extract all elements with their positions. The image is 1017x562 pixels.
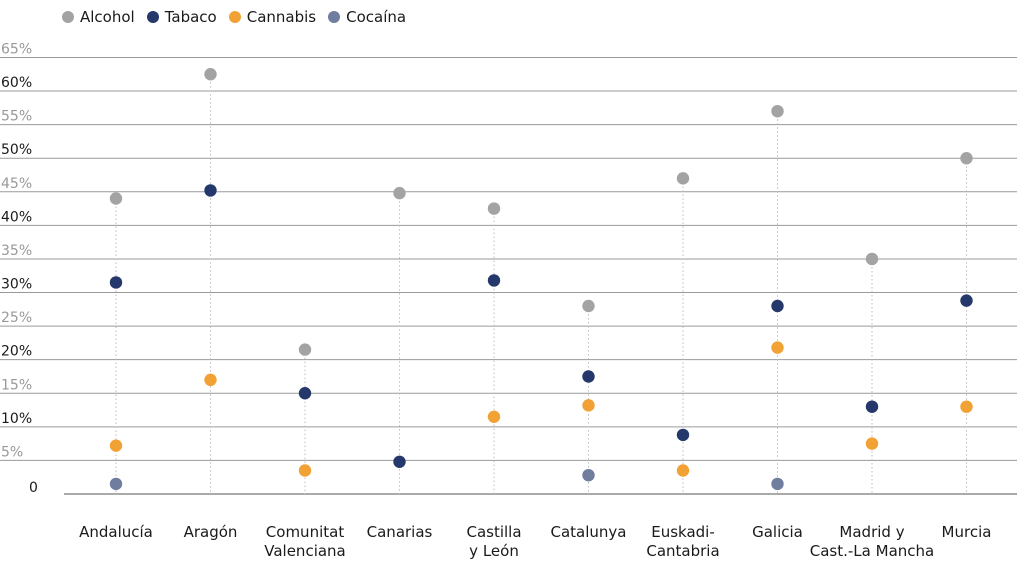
x-tick-label-line: Euskadi-	[651, 523, 715, 541]
data-point	[771, 299, 784, 313]
x-tick-label-line: Castilla	[466, 523, 521, 541]
legend-item-tabaco: Tabaco	[146, 8, 217, 26]
data-point	[771, 104, 784, 118]
legend-label-cannabis: Cannabis	[246, 8, 317, 26]
data-point	[960, 294, 973, 307]
y-tick-label: 25%	[1, 310, 32, 326]
legend-swatch-alcohol	[62, 11, 74, 23]
y-tick-label: 10%	[1, 411, 32, 427]
data-point	[109, 439, 123, 452]
x-tick-label: Galicia	[752, 523, 803, 541]
x-tick-label-line: Andalucía	[79, 523, 153, 541]
x-tick-label: Euskadi-Cantabria	[646, 523, 719, 560]
y-tick-label: 55%	[1, 109, 32, 125]
data-point	[487, 274, 501, 287]
x-tick-label: Murcia	[942, 523, 992, 541]
x-axis-labels: Andalucía Aragón Comunitat Valenciana Canari…	[79, 523, 991, 560]
chart-legend: Alcohol Tabaco Cannabis Cocaína	[62, 8, 418, 26]
y-tick-label: 30%	[1, 277, 32, 293]
data-point	[487, 202, 501, 215]
data-point	[298, 387, 312, 400]
data-point	[582, 399, 595, 412]
legend-item-alcohol: Alcohol	[62, 8, 135, 26]
y-tick-label: 65%	[1, 41, 32, 57]
data-point	[582, 468, 595, 482]
legend-item-cannabis: Cannabis	[228, 8, 317, 26]
x-tick-label-line: y León	[469, 542, 519, 560]
x-tick-label: Andalucía	[79, 523, 153, 541]
data-point	[676, 172, 690, 185]
data-point	[865, 252, 879, 266]
data-point	[109, 477, 123, 491]
data-point	[771, 341, 784, 354]
data-point	[676, 428, 690, 442]
data-point	[771, 477, 784, 491]
x-tick-label-line: Comunitat	[266, 523, 345, 541]
x-tick-label-line: Canarias	[367, 523, 433, 541]
data-point	[109, 192, 123, 205]
x-tick-label-line: Aragón	[184, 523, 238, 541]
data-point	[298, 464, 312, 477]
data-point	[865, 437, 879, 450]
legend-label-alcohol: Alcohol	[80, 8, 135, 26]
y-tick-label: 20%	[1, 344, 32, 360]
x-tick-label-line: Galicia	[752, 523, 803, 541]
x-tick-label-line: Madrid y	[839, 523, 904, 541]
legend-swatch-cannabis	[228, 11, 241, 23]
x-tick-label: Castilla y León	[466, 523, 521, 560]
data-point	[582, 370, 595, 383]
y-tick-label: 50%	[1, 142, 32, 158]
y-tick-label: 35%	[1, 243, 32, 259]
legend-label-cocaina: Cocaína	[346, 8, 407, 26]
x-tick-label: Madrid y Cast.-La Mancha	[810, 523, 934, 560]
data-point	[865, 400, 879, 413]
y-tick-label: 0	[29, 480, 38, 496]
data-point	[676, 464, 690, 477]
data-point	[960, 400, 973, 413]
data-point	[582, 299, 595, 313]
legend-swatch-cocaina	[328, 11, 341, 23]
legend-swatch-tabaco	[146, 11, 159, 23]
legend-label-tabaco: Tabaco	[164, 8, 217, 26]
gridlines	[0, 56, 1017, 495]
data-point	[204, 373, 217, 387]
x-tick-label-line: Cantabria	[646, 542, 719, 560]
data-point	[393, 455, 406, 468]
x-tick-label-line: Murcia	[942, 523, 992, 541]
data-point	[204, 184, 217, 197]
data-point	[960, 152, 973, 165]
y-tick-label: 45%	[1, 176, 32, 192]
y-tick-label: 60%	[1, 75, 32, 91]
x-tick-label-line: Catalunya	[551, 523, 627, 541]
x-tick-label-line: Valenciana	[264, 542, 346, 560]
x-tick-label: Comunitat Valenciana	[264, 523, 346, 560]
y-axis-ticks: 0 5% 10% 15% 20% 25% 30% 35% 40% 45% 50% 55% 60% 65%	[1, 41, 38, 496]
data-point	[298, 343, 312, 356]
y-tick-label: 40%	[1, 209, 32, 225]
x-tick-label: Canarias	[367, 523, 433, 541]
data-point	[109, 276, 123, 289]
category-stems	[115, 74, 967, 494]
y-tick-label: 5%	[1, 444, 23, 460]
data-point	[393, 186, 406, 200]
legend-item-cocaina: Cocaína	[328, 8, 406, 26]
data-point	[204, 68, 217, 81]
x-tick-label-line: Cast.-La Mancha	[810, 542, 934, 560]
y-tick-label: 15%	[1, 377, 32, 393]
data-points	[109, 68, 973, 491]
x-tick-label: Catalunya	[551, 523, 627, 541]
data-point	[487, 410, 501, 423]
x-tick-label: Aragón	[184, 523, 238, 541]
